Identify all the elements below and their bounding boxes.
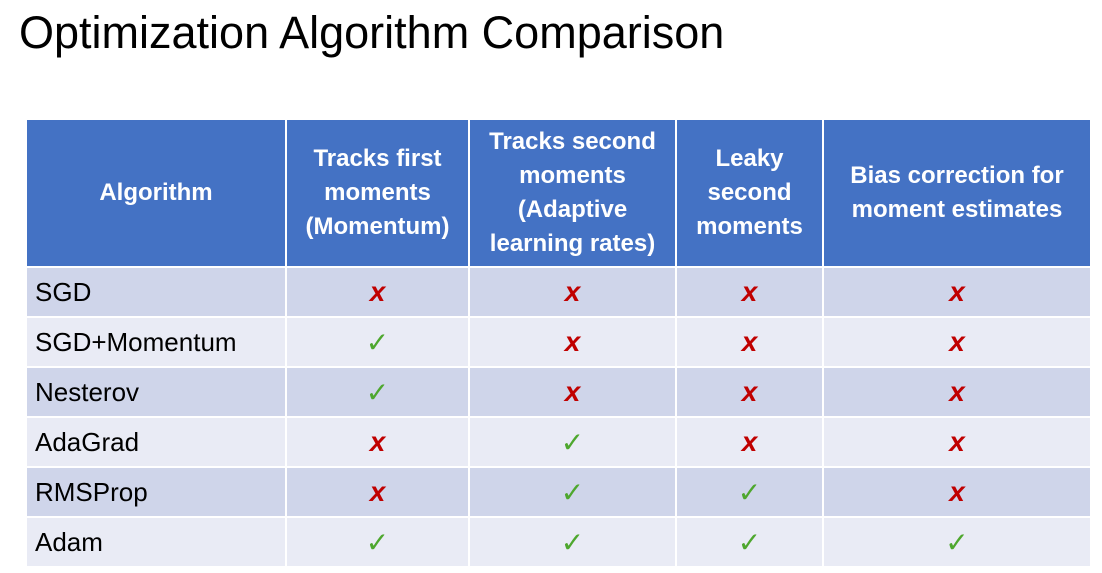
- cross-icon: x: [369, 476, 386, 507]
- cross-icon: x: [564, 376, 581, 407]
- cross-icon: x: [741, 326, 758, 357]
- cell-first-moments: x: [285, 266, 470, 318]
- header-second-moments: Tracks second moments (Adaptive learning…: [468, 118, 677, 268]
- cell-leaky-second-moments: x: [675, 416, 824, 468]
- cross-icon: x: [741, 276, 758, 307]
- check-icon: ✓: [365, 375, 390, 409]
- cell-bias-correction: x: [822, 316, 1092, 368]
- cell-bias-correction: x: [822, 366, 1092, 418]
- header-bias-correction: Bias correction for moment estimates: [822, 118, 1092, 268]
- check-icon: ✓: [737, 525, 762, 559]
- table-row: SGD+Momentum ✓ x x x: [25, 316, 1092, 368]
- check-icon: ✓: [365, 525, 390, 559]
- check-icon: ✓: [737, 475, 762, 509]
- cell-leaky-second-moments: x: [675, 366, 824, 418]
- check-icon: ✓: [365, 325, 390, 359]
- cell-first-moments: ✓: [285, 316, 470, 368]
- table-header-row: Algorithm Tracks first moments (Momentum…: [25, 118, 1092, 268]
- table-body: SGD x x x x SGD+Momentum ✓ x x x Nesterov ✓ x x x AdaGr…: [25, 266, 1092, 568]
- cell-leaky-second-moments: ✓: [675, 466, 824, 518]
- cell-leaky-second-moments: ✓: [675, 516, 824, 568]
- table-row: SGD x x x x: [25, 266, 1092, 318]
- header-first-moments: Tracks first moments (Momentum): [285, 118, 470, 268]
- check-icon: ✓: [945, 525, 969, 559]
- cross-icon: x: [741, 376, 758, 407]
- algorithm-name: Adam: [25, 516, 287, 568]
- cross-icon: x: [741, 426, 758, 457]
- cross-icon: x: [949, 326, 965, 357]
- comparison-table: Algorithm Tracks first moments (Momentum…: [25, 118, 1092, 568]
- cross-icon: x: [564, 326, 581, 357]
- page-title: Optimization Algorithm Comparison: [19, 7, 725, 58]
- table-row: Nesterov ✓ x x x: [25, 366, 1092, 418]
- cell-second-moments: x: [468, 316, 677, 368]
- cell-bias-correction: x: [822, 266, 1092, 318]
- cell-second-moments: ✓: [468, 516, 677, 568]
- cell-second-moments: x: [468, 266, 677, 318]
- cell-second-moments: ✓: [468, 466, 677, 518]
- cross-icon: x: [949, 276, 965, 307]
- cross-icon: x: [949, 476, 965, 507]
- check-icon: ✓: [560, 525, 585, 559]
- algorithm-name: RMSProp: [25, 466, 287, 518]
- check-icon: ✓: [560, 475, 585, 509]
- cell-bias-correction: x: [822, 466, 1092, 518]
- algorithm-name: SGD+Momentum: [25, 316, 287, 368]
- algorithm-name: Nesterov: [25, 366, 287, 418]
- cell-first-moments: x: [285, 416, 470, 468]
- cell-bias-correction: x: [822, 416, 1092, 468]
- cross-icon: x: [949, 426, 965, 457]
- cell-second-moments: ✓: [468, 416, 677, 468]
- algorithm-name: SGD: [25, 266, 287, 318]
- cell-first-moments: ✓: [285, 366, 470, 418]
- cell-second-moments: x: [468, 366, 677, 418]
- cell-leaky-second-moments: x: [675, 266, 824, 318]
- cell-bias-correction: ✓: [822, 516, 1092, 568]
- check-icon: ✓: [560, 425, 585, 459]
- cross-icon: x: [369, 426, 386, 457]
- cell-leaky-second-moments: x: [675, 316, 824, 368]
- table-row: RMSProp x ✓ ✓ x: [25, 466, 1092, 518]
- cell-first-moments: x: [285, 466, 470, 518]
- header-algorithm: Algorithm: [25, 118, 287, 268]
- header-leaky-second-moments: Leaky second moments: [675, 118, 824, 268]
- table-row: Adam ✓ ✓ ✓ ✓: [25, 516, 1092, 568]
- cell-first-moments: ✓: [285, 516, 470, 568]
- algorithm-name: AdaGrad: [25, 416, 287, 468]
- table-row: AdaGrad x ✓ x x: [25, 416, 1092, 468]
- cross-icon: x: [949, 376, 965, 407]
- cross-icon: x: [369, 276, 386, 307]
- cross-icon: x: [564, 276, 581, 307]
